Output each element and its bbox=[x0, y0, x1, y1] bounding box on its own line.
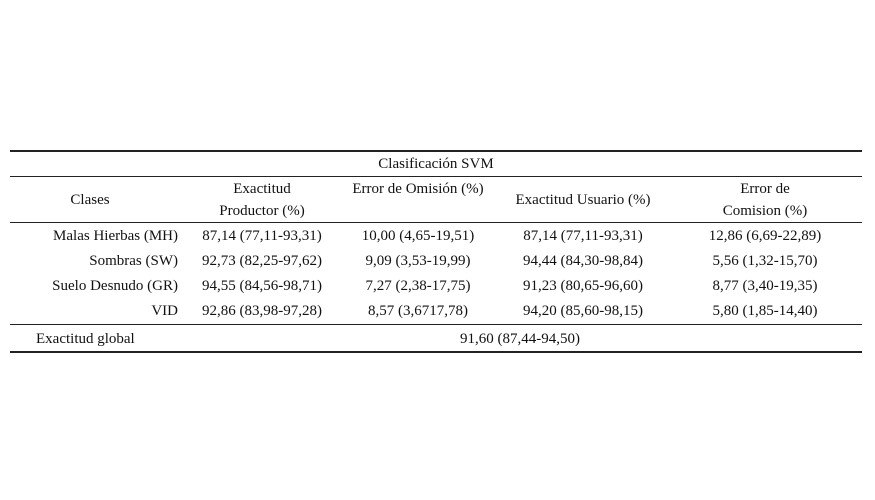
cell: 8,77 (3,40-19,35) bbox=[712, 278, 818, 294]
cell: 87,14 (77,11-93,31) bbox=[202, 228, 322, 244]
rule bbox=[10, 222, 862, 223]
cell: 92,73 (82,25-97,62) bbox=[202, 253, 322, 269]
cell: 12,86 (6,69-22,89) bbox=[708, 228, 822, 244]
cell: 92,86 (83,98-97,28) bbox=[202, 303, 322, 319]
cell: 8,57 (3,6717,78) bbox=[368, 303, 468, 319]
cell: 91,23 (80,65-96,60) bbox=[523, 278, 643, 294]
cell: 94,20 (85,60-98,15) bbox=[523, 303, 643, 319]
row-label: Suelo Desnudo (GR) bbox=[52, 278, 178, 294]
rule bbox=[10, 176, 862, 177]
cell: 5,80 (1,85-14,40) bbox=[712, 303, 818, 319]
global-value: 91,60 (87,44-94,50) bbox=[460, 331, 580, 347]
table-title: Clasificación SVM bbox=[378, 156, 494, 172]
rule bbox=[10, 150, 862, 152]
rule bbox=[10, 324, 862, 325]
column-header: Exactitud Productor (%) bbox=[219, 181, 305, 219]
cell: 94,55 (84,56-98,71) bbox=[202, 278, 322, 294]
cell: 94,44 (84,30-98,84) bbox=[523, 253, 643, 269]
cell: 9,09 (3,53-19,99) bbox=[365, 253, 471, 269]
column-header: Error de Comision (%) bbox=[722, 181, 808, 219]
cell: 10,00 (4,65-19,51) bbox=[361, 228, 475, 244]
column-header: Clases bbox=[70, 192, 110, 208]
row-label: Sombras (SW) bbox=[89, 253, 178, 269]
cell: 87,14 (77,11-93,31) bbox=[523, 228, 643, 244]
row-label: VID bbox=[151, 303, 178, 319]
row-label: Malas Hierbas (MH) bbox=[53, 228, 178, 244]
column-header: Exactitud Usuario (%) bbox=[515, 192, 651, 208]
cell: 7,27 (2,38-17,75) bbox=[365, 278, 471, 294]
column-header: Error de Omisión (%) bbox=[352, 181, 484, 197]
cell: 5,56 (1,32-15,70) bbox=[712, 253, 818, 269]
global-label: Exactitud global bbox=[36, 331, 135, 347]
rule bbox=[10, 351, 862, 353]
